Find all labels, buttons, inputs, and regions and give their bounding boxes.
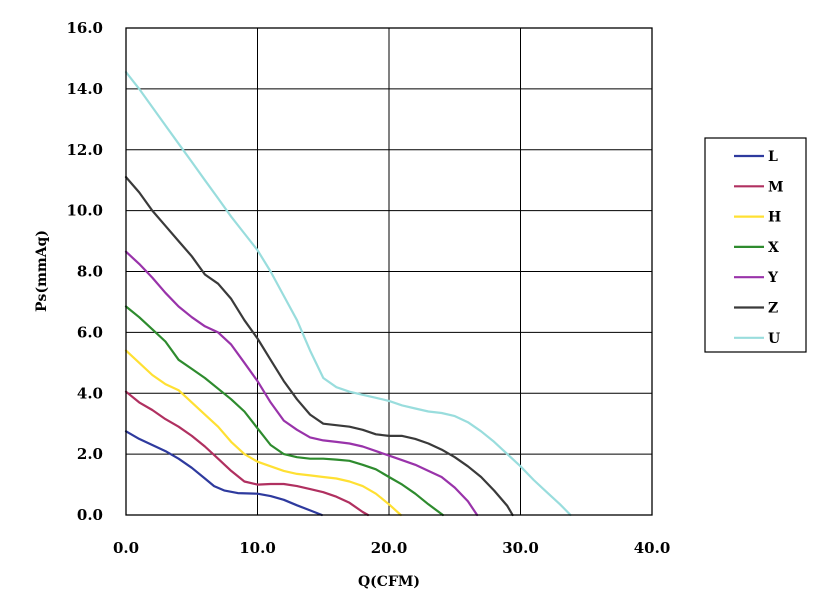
x-tick-label: 30.0 — [502, 539, 539, 557]
legend-label-y: Y — [767, 270, 779, 286]
plot-border — [125, 27, 653, 516]
x-tick-label: 10.0 — [239, 539, 276, 557]
grid — [125, 27, 653, 516]
x-tick-label: 20.0 — [371, 539, 408, 557]
y-tick-label: 2.0 — [77, 445, 103, 463]
legend-label-l: L — [768, 149, 778, 165]
y-axis-ticks: 0.0 2.0 4.0 6.0 8.0 10.0 12.0 14.0 16.0 — [66, 19, 103, 524]
y-tick-label: 0.0 — [77, 506, 103, 524]
legend-label-z: Z — [768, 301, 778, 317]
y-tick-label: 6.0 — [77, 323, 103, 341]
x-tick-label: 0.0 — [113, 539, 139, 557]
x-axis-ticks: 0.0 10.0 20.0 30.0 40.0 — [113, 539, 670, 557]
y-tick-label: 12.0 — [66, 141, 103, 159]
legend-label-x: X — [768, 240, 779, 256]
legend-label-h: H — [768, 210, 781, 226]
legend-label-u: U — [768, 331, 780, 347]
y-tick-label: 10.0 — [66, 202, 103, 220]
legend-box — [704, 137, 807, 353]
y-tick-label: 4.0 — [77, 384, 103, 402]
series-layer — [124, 70, 572, 517]
series-line-h — [124, 349, 402, 517]
series-line-u — [124, 70, 572, 517]
series-line-l — [124, 430, 323, 517]
series-line-x — [124, 305, 444, 517]
series-line-y — [124, 250, 479, 517]
x-axis-label: Q(CFM) — [358, 574, 420, 590]
series-line-m — [124, 390, 370, 517]
y-tick-label: 16.0 — [66, 19, 103, 37]
y-axis-label: Ps(mmAq) — [34, 230, 50, 312]
y-tick-label: 8.0 — [77, 263, 103, 281]
x-tick-label: 40.0 — [634, 539, 671, 557]
series-line-z — [124, 176, 514, 517]
y-tick-label: 14.0 — [66, 80, 103, 98]
legend-label-m: M — [768, 179, 784, 195]
